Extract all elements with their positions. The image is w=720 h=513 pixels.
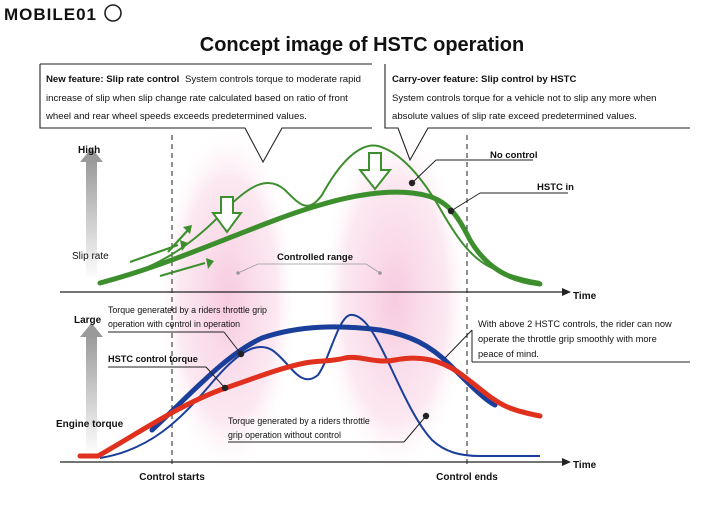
- slip-x-axis-label: Time: [573, 291, 597, 302]
- callout-new-heading: New feature: Slip rate control: [46, 74, 179, 85]
- with-control-label-line-1: Torque generated by a riders throttle gr…: [108, 305, 267, 315]
- callout-new-line-2: increase of slip when slip change rate c…: [46, 93, 348, 104]
- control-ends-label: Control ends: [436, 472, 498, 483]
- torque-x-axis-label: Time: [573, 460, 597, 471]
- svg-text:New feature: Slip rate control: New feature: Slip rate control System co…: [46, 74, 361, 85]
- callout-carry-heading: Carry-over feature: Slip control by HSTC: [392, 74, 577, 85]
- slip-y-high-label: High: [78, 145, 100, 156]
- slip-y-axis-label: Slip rate: [72, 251, 109, 262]
- hstc-control-torque-curve: [77, 354, 543, 459]
- callout-new-line-3: wheel and rear wheel speeds exceeds pred…: [45, 111, 307, 122]
- torque-y-axis-label: Engine torque: [56, 419, 124, 430]
- hstc-torque-label: HSTC control torque: [108, 354, 198, 364]
- slip-y-axis-arrow: [86, 160, 97, 280]
- watermark-logo: MOBILE01: [4, 4, 122, 24]
- slip-rate-chart: High Slip rate Time No control: [60, 144, 597, 302]
- without-control-label-line-2: grip operation without control: [228, 430, 341, 440]
- engine-torque-chart: Large Engine torque Time Torque generate…: [56, 305, 690, 471]
- hstc-note-line-1: With above 2 HSTC controls, the rider ca…: [478, 319, 672, 329]
- page-title: Concept image of HSTC operation: [200, 34, 524, 56]
- with-control-label-line-2: operation with control in operation: [108, 319, 240, 329]
- torque-y-axis-arrow: [86, 335, 97, 455]
- controlled-range-label: Controlled range: [277, 252, 353, 263]
- hstc-note-line-3: peace of mind.: [478, 349, 539, 359]
- torque-without-control-curve: [99, 313, 540, 459]
- slip-hstc-in-curve: [97, 189, 543, 287]
- callout-new-line-1: System controls torque to moderate rapid: [185, 74, 361, 85]
- slip-hstc-in-label: HSTC in: [537, 182, 574, 193]
- slip-no-control-label: No control: [490, 150, 538, 161]
- hstc-note-line-2: operate the throttle grip smoothly with …: [478, 334, 657, 344]
- slip-control-down-arrow: [211, 152, 393, 234]
- svg-text:MOBILE01: MOBILE01: [4, 5, 97, 24]
- callout-carry-line-1: System controls torque for a vehicle not…: [392, 93, 657, 104]
- slip-increase-arrow: [129, 225, 214, 278]
- torque-y-large-label: Large: [74, 315, 102, 326]
- callout-carry-line-2: absolute values of slip rate exceed pred…: [392, 111, 637, 122]
- control-starts-label: Control starts: [139, 472, 205, 483]
- callout-carry-over: Carry-over feature: Slip control by HSTC…: [384, 64, 690, 162]
- without-control-label-line-1: Torque generated by a riders throttle: [228, 416, 370, 426]
- callout-new-feature: New feature: Slip rate control System co…: [39, 63, 372, 164]
